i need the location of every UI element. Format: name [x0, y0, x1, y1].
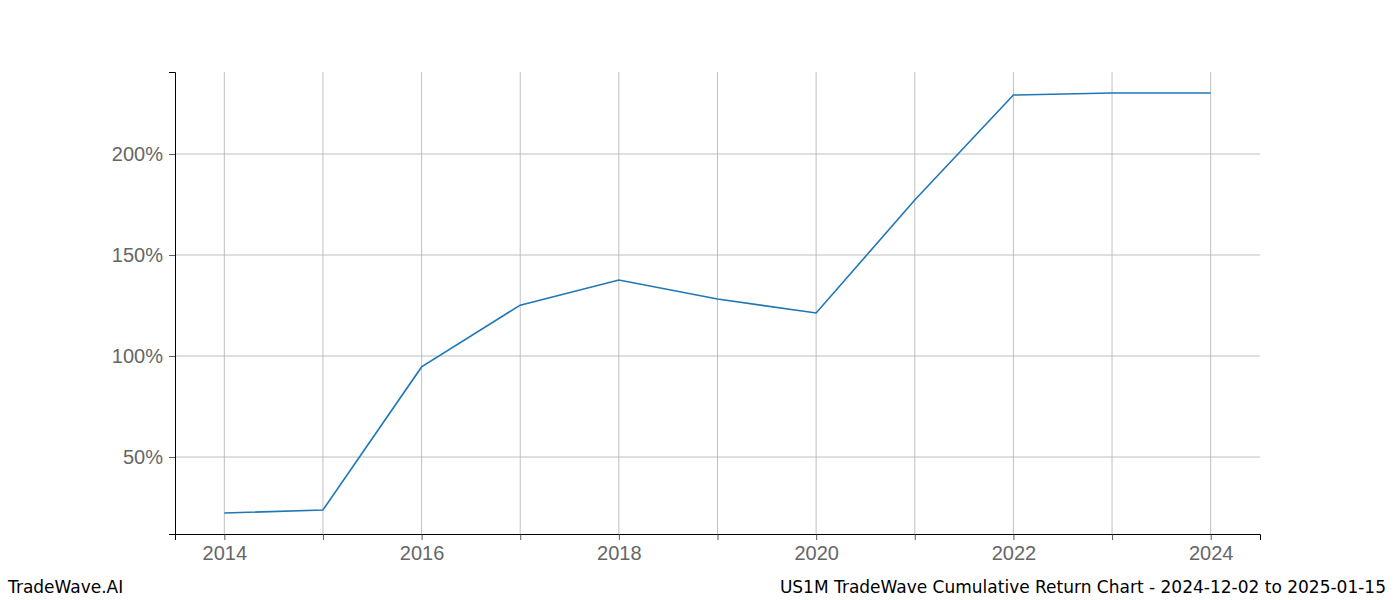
tick: 2018 — [597, 534, 642, 564]
grid-line — [175, 154, 1260, 155]
grid-line — [618, 72, 619, 534]
tick-label: 2024 — [1189, 542, 1234, 564]
grid-line — [175, 457, 1260, 458]
tick-label: 2016 — [400, 542, 445, 564]
tick — [1112, 534, 1113, 540]
tick-mark — [323, 534, 324, 540]
axis-line — [176, 535, 1261, 541]
tick — [915, 534, 916, 540]
tick-label: 100% — [112, 345, 163, 367]
tick-mark — [169, 356, 175, 357]
tick-label: 200% — [112, 143, 163, 165]
tick: 2020 — [794, 534, 839, 564]
tick-mark — [422, 534, 423, 540]
tick-mark — [169, 255, 175, 256]
tick-mark — [619, 534, 620, 540]
tick — [323, 534, 324, 540]
tick: 50% — [123, 446, 175, 468]
plot: 2014 2016 2018 2020 2022 2024 50% 100% 150% 200% — [112, 72, 1261, 564]
grid-line — [717, 72, 718, 534]
tick-label: 2014 — [203, 542, 248, 564]
grid-line — [224, 72, 225, 534]
grid-line — [1210, 72, 1211, 534]
tick — [718, 534, 719, 540]
grid-line — [816, 72, 817, 534]
tick-mark — [520, 534, 521, 540]
line — [224, 93, 1210, 513]
grid — [175, 72, 1260, 534]
x-axis: 2014 2016 2018 2020 2022 2024 — [176, 534, 1261, 564]
tick-mark — [1013, 534, 1014, 540]
tick-label: 150% — [112, 244, 163, 266]
tick: 100% — [112, 345, 175, 367]
tick: 200% — [112, 143, 175, 165]
grid-line — [1013, 72, 1014, 534]
tick-mark — [1211, 534, 1212, 540]
grid-line — [1112, 72, 1113, 534]
source: TradeWave.AI — [7, 577, 123, 597]
tick-mark — [1112, 534, 1113, 540]
tick-mark — [915, 534, 916, 540]
series — [224, 93, 1210, 513]
title: US1M TradeWave Cumulative Return Chart -… — [780, 577, 1386, 597]
grid-line — [520, 72, 521, 534]
tick: 2014 — [203, 534, 248, 564]
tick: 2016 — [400, 534, 445, 564]
grid-line — [175, 356, 1260, 357]
tick-mark — [718, 534, 719, 540]
tick — [520, 534, 521, 540]
chart: 2014 2016 2018 2020 2022 2024 50% 100% 150% 200% T… — [0, 0, 1400, 600]
axis-line — [169, 73, 176, 535]
tick-mark — [816, 534, 817, 540]
tick-label: 2022 — [992, 542, 1037, 564]
grid-line — [322, 72, 323, 534]
grid-line — [421, 72, 422, 534]
tick: 2024 — [1189, 534, 1234, 564]
tick-mark — [169, 457, 175, 458]
tick-mark — [169, 154, 175, 155]
tick-mark — [224, 534, 225, 540]
grid-line — [914, 72, 915, 534]
tick-label: 2018 — [597, 542, 642, 564]
tick: 2022 — [992, 534, 1037, 564]
grid-line — [175, 255, 1260, 256]
tick-label: 50% — [123, 446, 163, 468]
tick-label: 2020 — [794, 542, 839, 564]
tick: 150% — [112, 244, 175, 266]
y-axis: 50% 100% 150% 200% — [112, 73, 176, 535]
